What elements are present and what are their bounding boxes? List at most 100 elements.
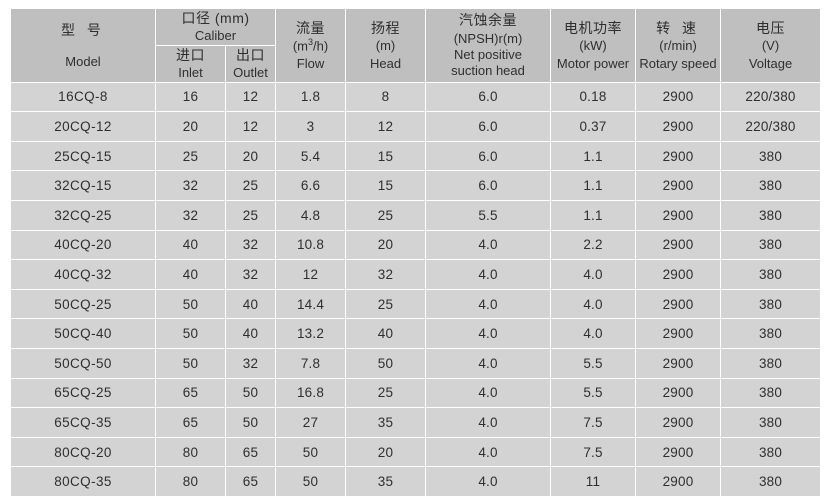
cell-npsh: 5.5: [425, 200, 552, 231]
cell-voltage: 380: [720, 407, 822, 438]
column-header-model-en: Model: [65, 53, 101, 69]
table-row: 40CQ-32 40 32 12 32 4.0 4.0 2900 380: [10, 259, 822, 290]
cell-motor-power: 4.0: [550, 318, 637, 349]
column-header-npsh-en-line1: Net positive: [454, 46, 522, 62]
cell-outlet: 40: [224, 288, 277, 320]
cell-model: 16CQ-8: [10, 81, 156, 113]
cell-inlet: 32: [155, 170, 226, 201]
cell-model: 50CQ-25: [10, 288, 156, 320]
cell-head: 25: [345, 200, 427, 231]
table-row: 20CQ-12 20 12 3 12 6.0 0.37 2900 220/380: [10, 111, 822, 142]
cell-outlet: 32: [224, 259, 277, 290]
column-header-rotary-speed-unit: (r/min): [659, 38, 697, 54]
cell-model: 80CQ-20: [10, 436, 156, 468]
cell-rotary-speed: 2900: [635, 318, 722, 349]
cell-motor-power: 7.5: [550, 407, 637, 438]
column-header-motor-power-en: Motor power: [556, 55, 630, 71]
cell-outlet: 20: [224, 140, 277, 172]
column-header-rotary-speed-cn: 转 速: [656, 19, 700, 36]
cell-head: 32: [345, 259, 427, 290]
cell-inlet: 25: [155, 140, 226, 172]
cell-flow: 16.8: [275, 377, 347, 409]
table-row: 65CQ-25 65 50 16.8 25 4.0 5.5 2900 380: [10, 377, 822, 409]
cell-motor-power: 5.5: [550, 377, 637, 409]
cell-inlet: 65: [155, 407, 226, 438]
cell-rotary-speed: 2900: [635, 229, 722, 261]
column-header-head-en: Head: [369, 55, 402, 71]
cell-flow: 27: [275, 407, 347, 438]
cell-motor-power: 2.2: [550, 229, 637, 261]
column-header-flow-unit: (m3/h): [292, 37, 329, 54]
column-header-motor-power-cn: 电机功率: [564, 19, 623, 36]
cell-outlet: 50: [224, 407, 277, 438]
cell-npsh: 4.0: [425, 318, 552, 349]
cell-model: 20CQ-12: [10, 111, 156, 142]
cell-model: 50CQ-40: [10, 318, 156, 349]
cell-voltage: 220/380: [720, 111, 822, 142]
cell-head: 20: [345, 436, 427, 468]
cell-inlet: 32: [155, 200, 226, 231]
table-row: 50CQ-25 50 40 14.4 25 4.0 4.0 2900 380: [10, 288, 822, 320]
cell-model: 40CQ-20: [10, 229, 156, 261]
cell-outlet: 12: [224, 111, 277, 142]
cell-head: 35: [345, 407, 427, 438]
column-header-outlet-cn: 出口: [236, 46, 265, 63]
cell-voltage: 380: [720, 140, 822, 172]
cell-model: 40CQ-32: [10, 259, 156, 290]
cell-rotary-speed: 2900: [635, 466, 722, 497]
column-header-head-cn: 扬程: [371, 19, 401, 36]
cell-voltage: 380: [720, 466, 822, 497]
cell-flow: 7.8: [275, 347, 347, 379]
cell-model: 80CQ-35: [10, 466, 156, 497]
cell-outlet: 50: [224, 377, 277, 409]
cell-inlet: 80: [155, 466, 226, 497]
cell-inlet: 20: [155, 111, 226, 142]
cell-inlet: 50: [155, 318, 226, 349]
column-header-inlet-en: Inlet: [178, 65, 203, 81]
column-header-caliber-cn: 口径 (mm): [181, 10, 250, 26]
cell-outlet: 65: [224, 436, 277, 468]
cell-rotary-speed: 2900: [635, 140, 722, 172]
column-header-outlet: 出口 Outlet: [224, 44, 277, 83]
column-header-flow-en: Flow: [296, 55, 325, 71]
cell-head: 40: [345, 318, 427, 349]
cell-npsh: 4.0: [425, 377, 552, 409]
cell-flow: 6.6: [275, 170, 347, 201]
cell-npsh: 4.0: [425, 436, 552, 468]
cell-motor-power: 0.18: [550, 81, 637, 113]
cell-voltage: 380: [720, 229, 822, 261]
column-header-model-cn: 型 号: [61, 21, 105, 38]
cell-voltage: 380: [720, 288, 822, 320]
column-header-head: 扬程 (m) Head: [345, 8, 427, 83]
cell-model: 50CQ-50: [10, 347, 156, 379]
cell-flow: 50: [275, 466, 347, 497]
column-header-flow-cn: 流量: [296, 19, 326, 36]
table-row: 50CQ-40 50 40 13.2 40 4.0 4.0 2900 380: [10, 318, 822, 349]
table-row: 65CQ-35 65 50 27 35 4.0 7.5 2900 380: [10, 407, 822, 438]
cell-motor-power: 5.5: [550, 347, 637, 379]
cell-rotary-speed: 2900: [635, 347, 722, 379]
table-row: 50CQ-50 50 32 7.8 50 4.0 5.5 2900 380: [10, 347, 822, 379]
cell-motor-power: 1.1: [550, 170, 637, 201]
cell-npsh: 6.0: [425, 140, 552, 172]
cell-inlet: 50: [155, 347, 226, 379]
table-header: 型 号 Model 口径 (mm) Caliber 流量 (m3/h) Flow…: [10, 8, 822, 83]
cell-voltage: 220/380: [720, 81, 822, 113]
cell-npsh: 6.0: [425, 170, 552, 201]
cell-flow: 1.8: [275, 81, 347, 113]
cell-motor-power: 7.5: [550, 436, 637, 468]
cell-head: 25: [345, 288, 427, 320]
cell-npsh: 4.0: [425, 466, 552, 497]
cell-rotary-speed: 2900: [635, 170, 722, 201]
cell-model: 32CQ-25: [10, 200, 156, 231]
column-header-motor-power: 电机功率 (kW) Motor power: [550, 8, 637, 83]
cell-head: 25: [345, 377, 427, 409]
cell-inlet: 80: [155, 436, 226, 468]
column-header-voltage-cn: 电压: [756, 19, 786, 36]
column-header-npsh-en-line2: suction head: [451, 63, 525, 79]
cell-rotary-speed: 2900: [635, 377, 722, 409]
cell-voltage: 380: [720, 347, 822, 379]
cell-rotary-speed: 2900: [635, 81, 722, 113]
cell-outlet: 65: [224, 466, 277, 497]
cell-inlet: 16: [155, 81, 226, 113]
